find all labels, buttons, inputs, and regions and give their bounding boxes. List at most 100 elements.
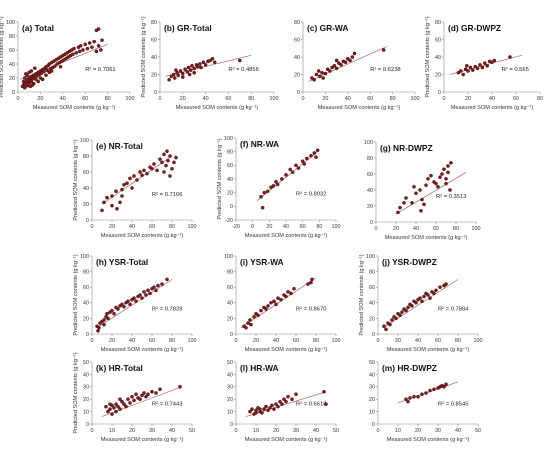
x-tick-label: 10: [395, 428, 401, 434]
y-axis-label: Predicted SOM contents (g kg⁻¹): [73, 139, 79, 220]
x-tick-label: 30: [149, 428, 155, 434]
data-point: [440, 172, 444, 176]
data-point: [154, 391, 158, 395]
y-tick-label: 30: [369, 385, 375, 391]
y-tick-label: 40: [83, 186, 89, 192]
data-point: [289, 291, 293, 296]
data-point: [112, 406, 116, 410]
data-point: [150, 166, 154, 171]
data-point: [419, 208, 423, 213]
x-tick-label: 40: [273, 338, 279, 344]
data-point: [442, 384, 446, 389]
data-point: [404, 308, 408, 313]
x-tick-label: 60: [293, 338, 299, 344]
data-point: [418, 188, 422, 192]
y-tick-label: 80: [294, 20, 300, 26]
x-tick-label: 40: [203, 96, 209, 102]
data-point: [274, 402, 278, 406]
y-tick-label: 100: [366, 254, 375, 260]
panel-l: 0 10 20 30 40 50 0 10 20 30 40 50 (l) HR-WA R² = 0.66…: [227, 360, 339, 443]
x-tick-label: 40: [415, 338, 421, 344]
x-tick-label: 40: [455, 428, 461, 434]
y-tick-label: 20: [9, 76, 15, 82]
y-tick-label: 40: [83, 372, 89, 378]
x-tick-label: 100: [411, 96, 420, 102]
y-tick-label: 40: [435, 55, 441, 61]
data-point: [96, 27, 101, 31]
x-tick-label: 0: [235, 338, 238, 344]
data-point: [41, 69, 46, 74]
data-point: [468, 65, 473, 70]
data-point: [135, 178, 139, 182]
x-axis-label: Measured SOM contents (g kg⁻¹): [176, 105, 259, 111]
data-point: [106, 409, 110, 414]
data-point: [316, 69, 321, 73]
data-point: [410, 200, 414, 205]
data-point: [125, 181, 129, 185]
data-point: [45, 68, 49, 73]
y-tick-label: 60: [83, 285, 89, 291]
data-point: [77, 49, 82, 54]
r-squared-label: R² = 0.7166: [152, 192, 182, 198]
data-point: [429, 173, 433, 178]
x-tick-label: 40: [60, 96, 66, 102]
data-point: [92, 39, 96, 44]
panel-title: (m) HR-DWPZ: [382, 363, 437, 373]
data-point: [456, 70, 461, 75]
data-point: [426, 293, 430, 297]
y-tick-label: 20: [227, 191, 233, 197]
data-point: [180, 75, 185, 79]
data-point: [394, 316, 398, 321]
data-point: [142, 290, 146, 294]
x-tick-label: 20: [37, 96, 43, 102]
x-tick-label: 10: [253, 428, 259, 434]
data-point: [116, 307, 120, 311]
data-point: [128, 302, 132, 307]
data-point: [36, 79, 40, 84]
y-tick-label: 0: [297, 90, 300, 96]
data-point: [384, 327, 388, 332]
y-tick-label: 0: [230, 332, 233, 338]
data-point: [102, 318, 106, 322]
data-point: [406, 305, 410, 310]
data-point: [292, 286, 296, 291]
data-point: [190, 63, 194, 68]
data-point: [259, 308, 263, 313]
y-tick-label: 80: [83, 270, 89, 276]
data-point: [254, 411, 258, 415]
y-tick-label: 60: [9, 48, 15, 54]
x-tick-label: 0: [377, 428, 380, 434]
r-squared-label: R² = 0.6238: [370, 67, 400, 73]
data-point: [266, 408, 270, 413]
y-tick-label: 40: [227, 372, 233, 378]
x-axis-label: Measured SOM contents (g kg⁻¹): [101, 437, 184, 443]
data-point: [110, 412, 114, 416]
data-point: [140, 173, 144, 177]
data-point: [310, 277, 314, 282]
data-point: [174, 155, 178, 160]
data-point: [199, 65, 203, 70]
x-tick-label: 20: [322, 96, 328, 102]
panel-title: (g) NR-DWPZ: [380, 143, 433, 153]
data-point: [396, 210, 400, 215]
trend-line: [397, 381, 459, 404]
data-point: [388, 322, 392, 327]
data-point: [130, 186, 134, 190]
data-point: [422, 294, 426, 299]
x-tick-label: -20: [232, 224, 240, 230]
data-point: [339, 63, 343, 67]
data-point: [317, 74, 322, 79]
y-tick-label: 10: [83, 410, 89, 416]
y-tick-label: 20: [227, 316, 233, 322]
data-point: [114, 402, 118, 406]
data-point: [203, 63, 208, 67]
x-axis-label: Measured SOM contents (g kg⁻¹): [387, 347, 470, 353]
data-point: [490, 60, 494, 65]
x-tick-label: 40: [129, 224, 135, 230]
data-point: [96, 44, 101, 48]
data-point: [470, 68, 475, 72]
y-tick-label: 0: [438, 90, 441, 96]
data-point: [248, 409, 252, 414]
data-point: [280, 402, 284, 406]
